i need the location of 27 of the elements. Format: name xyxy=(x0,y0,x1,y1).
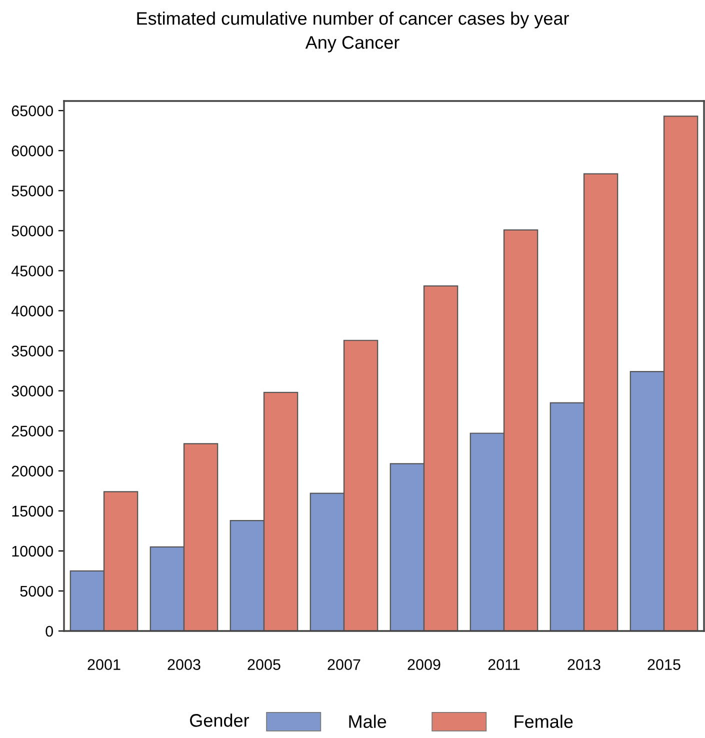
y-tick-label: 55000 xyxy=(12,186,53,196)
legend-title: Gender xyxy=(190,714,250,727)
x-tick-label: 2001 xyxy=(88,659,120,670)
y-tick-label: 40000 xyxy=(11,306,53,316)
chart-subtitle: Any Cancer xyxy=(305,36,400,52)
y-tick-label: 0 xyxy=(46,626,53,637)
y-tick-label: 50000 xyxy=(12,226,53,236)
x-tick-label: 2013 xyxy=(568,659,600,670)
legend-label: Male xyxy=(349,714,386,728)
y-tick-label: 30000 xyxy=(12,386,53,397)
y-tick-label: 35000 xyxy=(12,346,53,356)
x-tick-label: 2011 xyxy=(488,659,520,670)
x-tick-label: 2015 xyxy=(648,659,680,670)
x-tick-label: 2003 xyxy=(168,659,200,670)
y-tick-label: 25000 xyxy=(12,426,53,437)
y-tick-label: 5000 xyxy=(20,586,53,597)
x-tick-label: 2005 xyxy=(248,659,280,670)
y-tick-label: 20000 xyxy=(12,466,53,477)
legend-label: Female xyxy=(514,714,573,728)
y-tick-label: 65000 xyxy=(12,105,53,116)
y-tick-label: 45000 xyxy=(11,266,53,276)
y-tick-label: 15000 xyxy=(12,506,53,517)
y-tick-label: 10000 xyxy=(12,546,53,557)
x-tick-label: 2007 xyxy=(328,659,360,670)
x-tick-label: 2009 xyxy=(408,659,440,670)
chart-title: Estimated cumulative number of cancer cases by year xyxy=(137,12,569,28)
y-tick-label: 60000 xyxy=(12,146,53,156)
